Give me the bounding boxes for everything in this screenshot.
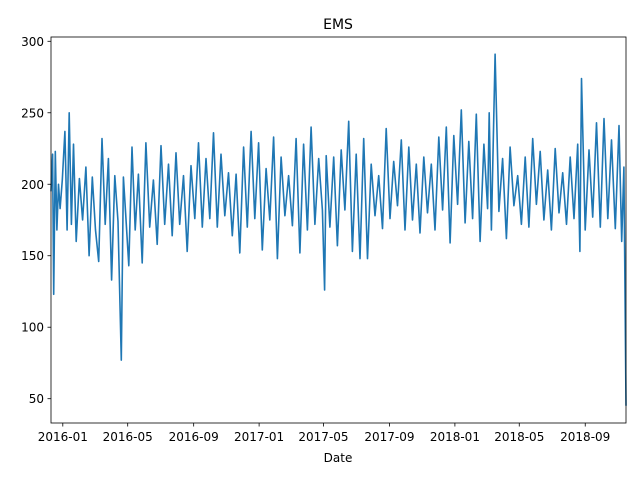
- y-tick-label: 200: [21, 178, 44, 192]
- x-tick-label: 2016-01: [38, 430, 88, 444]
- x-tick-label: 2018-09: [560, 430, 610, 444]
- x-tick-label: 2017-01: [234, 430, 284, 444]
- y-tick-label: 250: [21, 106, 44, 120]
- x-tick-label: 2016-09: [169, 430, 219, 444]
- x-tick-label: 2017-05: [298, 430, 348, 444]
- x-axis-label: Date: [324, 451, 353, 465]
- series-line-1: [50, 53, 627, 406]
- axes-frame: [50, 36, 627, 424]
- y-tick-label: 50: [29, 392, 44, 406]
- x-tick-label: 2017-09: [364, 430, 414, 444]
- y-tick-label: 300: [21, 35, 44, 49]
- chart-title: EMS: [323, 17, 353, 33]
- x-tick-label: 2018-05: [494, 430, 544, 444]
- x-tick-label: 2018-01: [430, 430, 480, 444]
- y-tick-label: 150: [21, 249, 44, 263]
- y-tick-label: 100: [21, 321, 44, 335]
- plot-area: 50 100 150 200 250 300 2016-01 2016-05 2016-09 20…: [21, 35, 627, 444]
- x-tick-label: 2016-05: [103, 430, 153, 444]
